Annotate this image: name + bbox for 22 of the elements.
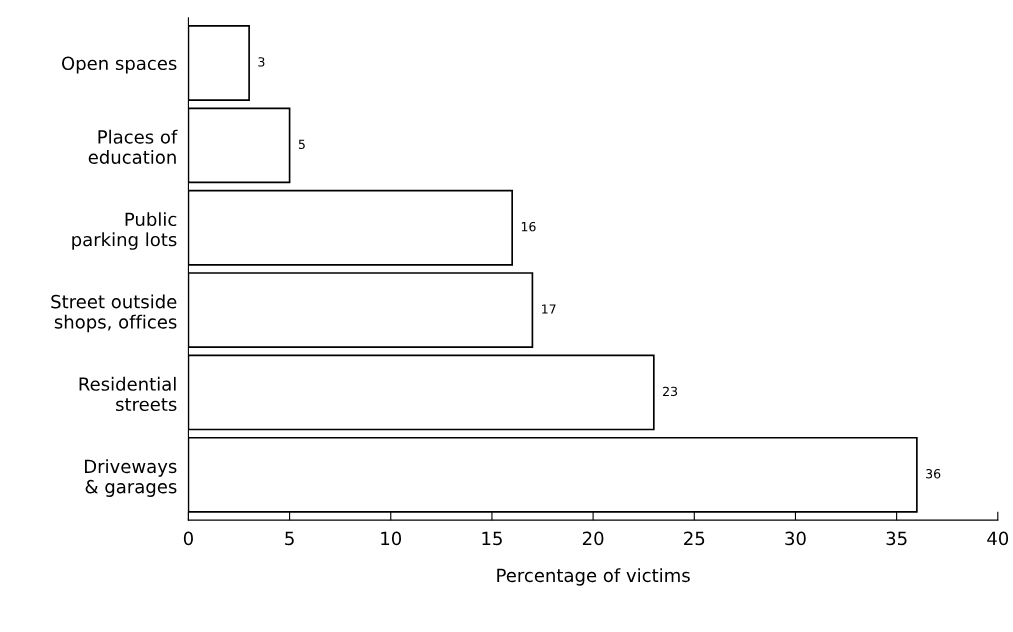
- y-tick-label: Residential streets: [79, 376, 177, 412]
- data-label: 36: [926, 469, 941, 479]
- x-axis-title: Percentage of victims: [497, 568, 690, 586]
- y-tick-label: Street outside shops, offices: [51, 294, 177, 333]
- x-tick-label: 30: [785, 531, 806, 546]
- x-tick-label: 0: [183, 531, 193, 546]
- x-tick-label: 35: [886, 531, 907, 546]
- y-tick-label: Places of education: [88, 129, 178, 164]
- x-tick-label: 25: [684, 531, 705, 546]
- x-tick-label: 15: [482, 531, 502, 546]
- data-label: 5: [298, 139, 305, 149]
- x-tick-label: 40: [987, 531, 1009, 546]
- data-label: 23: [663, 386, 678, 397]
- x-tick-label: 10: [381, 531, 402, 546]
- data-label: 16: [521, 221, 536, 232]
- y-tick-label: Driveways & garages: [85, 459, 177, 497]
- y-tick-label: Public parking lots: [72, 212, 177, 250]
- x-tick-label: 5: [285, 531, 294, 546]
- data-label: 3: [258, 57, 265, 67]
- data-label: 17: [542, 304, 556, 314]
- y-tick-label: Open spaces: [61, 56, 177, 74]
- x-tick-label: 20: [582, 531, 604, 546]
